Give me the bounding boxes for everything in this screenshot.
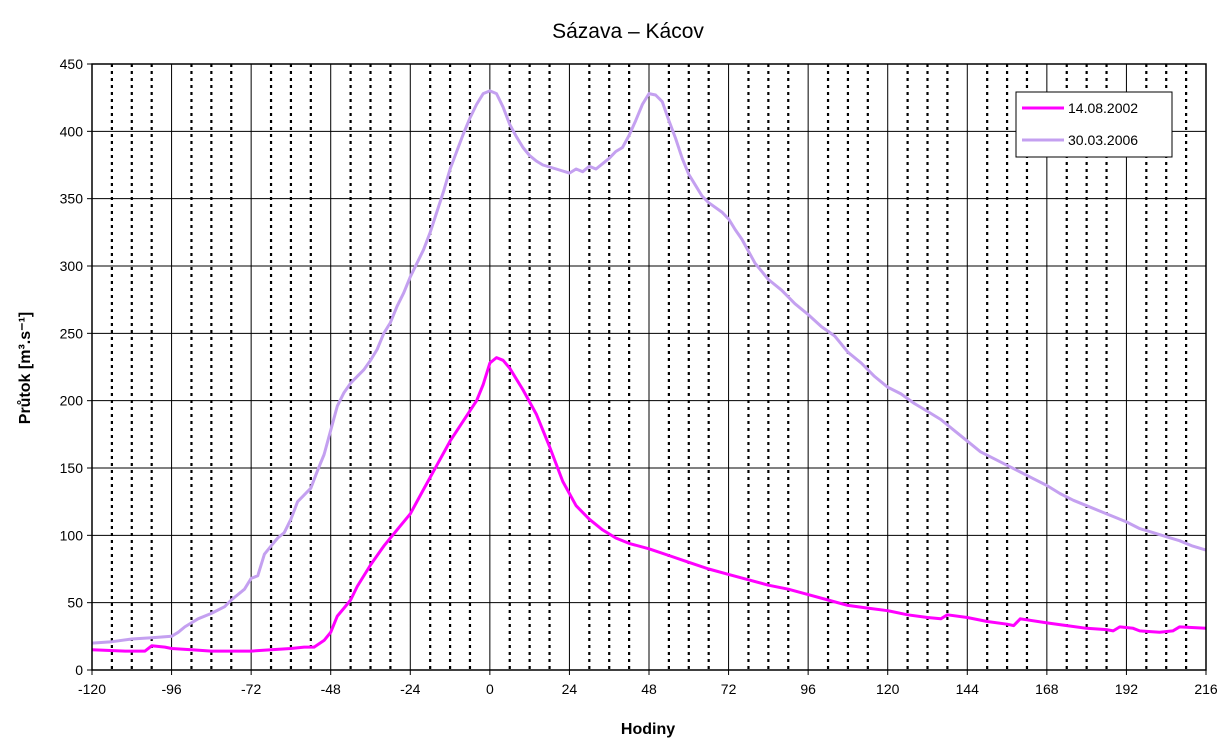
x-tick-label: 216 — [1194, 681, 1218, 697]
x-tick-label: 144 — [956, 681, 980, 697]
x-tick-label: 0 — [486, 681, 494, 697]
y-tick-label: 150 — [60, 460, 84, 476]
y-tick-label: 300 — [60, 258, 84, 274]
y-tick-label: 50 — [67, 595, 83, 611]
x-axis-label: Hodiny — [621, 721, 675, 738]
y-tick-label: 450 — [60, 56, 84, 72]
x-tick-label: 168 — [1035, 681, 1059, 697]
legend-box — [1015, 91, 1173, 158]
x-tick-label: -120 — [78, 681, 106, 697]
x-tick-labels: -120 -96 -72 -48 -24 0 24 48 72 96 120 144 168 192 216 — [78, 670, 1218, 697]
y-tick-labels: 0 50 100 150 200 250 300 350 400 450 — [60, 56, 92, 678]
y-tick-label: 400 — [60, 123, 84, 139]
x-tick-label: 96 — [800, 681, 816, 697]
x-tick-label: 48 — [641, 681, 657, 697]
x-tick-label: -48 — [321, 681, 341, 697]
x-tick-label: -96 — [161, 681, 181, 697]
series-line-1 — [91, 356, 1207, 653]
legend-label-2: 30.03.2006 — [1068, 132, 1138, 148]
y-tick-label: 0 — [75, 662, 83, 678]
y-tick-label: 200 — [60, 393, 84, 409]
chart-title: Sázava – Kácov — [552, 20, 704, 43]
y-axis-label: Průtok [m³.s⁻¹] — [17, 312, 34, 424]
legend-label-1: 14.08.2002 — [1068, 100, 1138, 116]
x-tick-label: 24 — [562, 681, 578, 697]
series-line-2 — [91, 89, 1207, 645]
series-lines — [91, 89, 1207, 653]
x-tick-label: 192 — [1115, 681, 1139, 697]
x-tick-label: -72 — [241, 681, 261, 697]
y-tick-label: 100 — [60, 527, 84, 543]
legend: 14.08.2002 30.03.2006 — [1015, 91, 1173, 158]
y-tick-label: 250 — [60, 325, 84, 341]
x-tick-label: -24 — [400, 681, 420, 697]
x-tick-label: 72 — [721, 681, 737, 697]
grid — [91, 63, 1207, 671]
x-tick-label: 120 — [876, 681, 900, 697]
y-tick-label: 350 — [60, 191, 84, 207]
